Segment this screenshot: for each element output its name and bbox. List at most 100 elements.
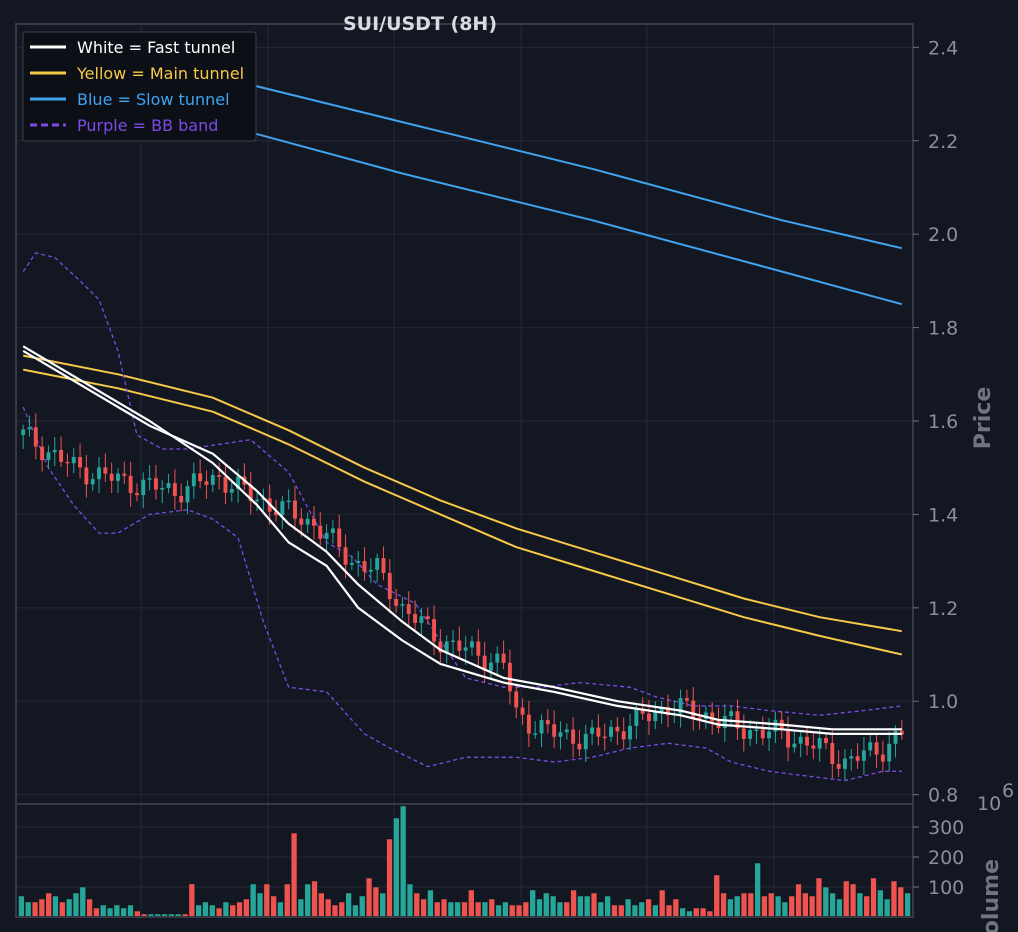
volume-bar — [563, 901, 570, 918]
candle-body — [368, 569, 373, 572]
candle-body — [741, 728, 746, 739]
volume-bar — [461, 901, 468, 918]
volume-bar — [863, 895, 870, 918]
candle-body — [46, 452, 51, 461]
candle-body — [116, 473, 120, 481]
volume-bar — [195, 904, 202, 918]
price-tick-label: 2.4 — [928, 37, 958, 59]
volume-bar — [856, 892, 864, 918]
candle-body — [767, 731, 772, 739]
volume-bar — [672, 898, 679, 918]
volume-bar — [836, 898, 843, 918]
candle-body — [874, 742, 879, 755]
candle-body — [122, 473, 127, 476]
candle-body — [362, 561, 367, 572]
candle-body — [545, 720, 550, 725]
volume-bar — [52, 895, 59, 918]
candle-body — [488, 662, 493, 671]
candle-body — [836, 764, 841, 769]
candle-body — [311, 518, 316, 526]
candle-body — [691, 700, 696, 718]
volume-bar — [413, 892, 420, 918]
candle-body — [160, 487, 165, 490]
price-axis-ticks: 0.8 1.0 1.2 1.4 1.6 1.8 2.0 2.2 2.4 — [913, 37, 958, 807]
volume-bar — [31, 901, 39, 918]
candle-body — [590, 727, 595, 734]
legend-box — [22, 31, 257, 142]
candle-body — [387, 572, 392, 600]
candle-body — [400, 604, 405, 606]
candle-body — [286, 500, 291, 503]
volume-bar — [693, 907, 700, 918]
candle-body — [552, 724, 557, 737]
candle-body — [571, 729, 576, 744]
volume-bar — [222, 901, 230, 918]
candle-body — [198, 473, 203, 482]
candle-body — [356, 561, 361, 563]
candle-body — [413, 613, 418, 623]
volume-bar — [93, 907, 100, 918]
volume-bar — [611, 904, 618, 918]
volume-bar — [284, 883, 291, 918]
volume-bar — [256, 892, 264, 918]
candle-body — [204, 481, 209, 485]
candle-body — [615, 726, 620, 732]
candle-body — [899, 730, 904, 735]
volume-bar — [420, 898, 427, 918]
candle-body — [109, 473, 114, 481]
candle-body — [293, 500, 297, 519]
candle-body — [97, 467, 101, 480]
volume-bar — [372, 886, 380, 918]
legend-entry-main: Yellow = Main tunnel — [76, 64, 244, 83]
volume-bar — [645, 898, 652, 918]
volume-bar — [318, 892, 325, 918]
volume-bar — [604, 895, 611, 918]
volume-bar — [768, 892, 775, 918]
candle-body — [665, 707, 670, 716]
volume-bar — [399, 805, 407, 918]
volume-bar — [304, 883, 311, 918]
legend: White = Fast tunnel Yellow = Main tunnel… — [22, 31, 257, 142]
volume-bar — [624, 898, 632, 918]
volume-bar — [86, 898, 93, 918]
volume-bar — [713, 874, 720, 918]
candle-body — [343, 547, 348, 565]
candle-body — [349, 562, 354, 565]
candle-body — [229, 488, 234, 493]
volume-bar — [754, 862, 761, 918]
candle-body — [855, 756, 860, 761]
volume-bar — [325, 898, 332, 918]
volume-bar — [120, 907, 127, 918]
candle-body — [451, 640, 455, 643]
volume-bar — [352, 904, 359, 918]
candle-body — [438, 641, 443, 653]
volume-bar — [577, 895, 584, 918]
volume-bar — [488, 898, 495, 918]
volume-bar — [386, 838, 393, 918]
volume-bar — [127, 904, 134, 918]
volume-bar — [843, 880, 850, 918]
candle-body — [710, 712, 715, 722]
candle-body — [191, 473, 196, 487]
volume-bar — [515, 904, 523, 918]
volume-bar — [720, 892, 727, 918]
volume-bar — [659, 889, 666, 918]
candle-body — [640, 708, 645, 714]
candle-body — [880, 754, 885, 762]
candle-body — [868, 742, 873, 751]
candle-body — [621, 731, 626, 740]
volume-bar — [434, 901, 441, 918]
candle-body — [394, 599, 399, 606]
main-tunnel — [23, 354, 903, 656]
volume-bar — [229, 904, 236, 918]
volume-bar — [277, 901, 284, 918]
volume-tick-label: 300 — [928, 817, 964, 839]
candle-body — [533, 733, 538, 735]
candle-body — [773, 719, 778, 732]
candle-body — [381, 558, 386, 573]
price-tick-label: 1.8 — [928, 318, 958, 340]
volume-bar — [904, 892, 911, 918]
volume-bar — [897, 886, 904, 918]
volume-bar — [774, 895, 782, 918]
